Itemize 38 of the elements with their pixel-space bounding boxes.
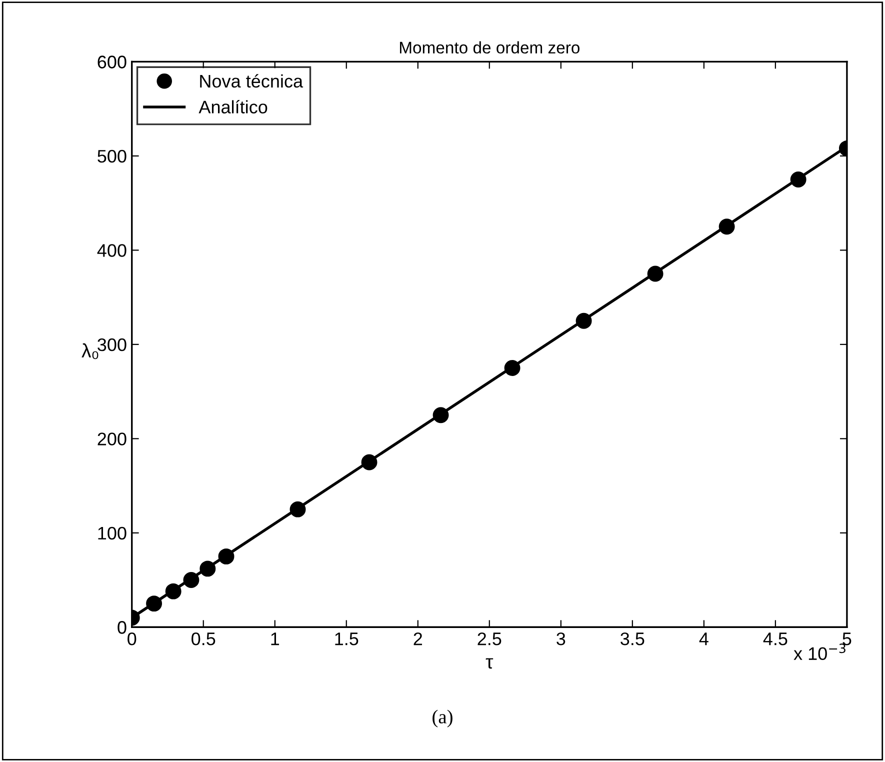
point — [290, 501, 306, 518]
y-tick-label: 300 — [98, 338, 126, 352]
point — [504, 360, 520, 376]
point — [790, 172, 806, 188]
point — [718, 218, 735, 235]
y-tick-label: 200 — [98, 432, 126, 446]
x-tick-label: 5 — [842, 632, 852, 646]
y-tick-label: 0 — [118, 621, 126, 634]
x-axis-title: τ — [486, 658, 494, 669]
x-tick-label: 3.5 — [620, 632, 644, 646]
x-tick-label: 1 — [271, 632, 280, 646]
y-axis-title: λ₀ — [82, 343, 98, 360]
x-tick-label: 2 — [414, 632, 422, 646]
point — [432, 407, 449, 424]
point — [200, 560, 216, 577]
point — [647, 266, 664, 282]
point — [146, 596, 162, 612]
x-tick-label: 4 — [699, 632, 708, 646]
y-tick-label: 600 — [98, 56, 126, 68]
y-tick-label: 100 — [98, 526, 126, 540]
point — [183, 572, 200, 588]
point — [576, 312, 592, 329]
legend-label: Nova técnica — [200, 74, 304, 88]
text: (a) — [432, 710, 452, 728]
x-tick-label: 2.5 — [478, 632, 502, 646]
x-tick-label: 0.5 — [192, 632, 216, 646]
x-tick-label: 0 — [128, 632, 136, 646]
chart-title: Momento de ordem zero — [400, 41, 580, 54]
y-tick-label: 400 — [97, 244, 126, 257]
x-tick-label: 4.5 — [763, 632, 788, 646]
point — [165, 583, 182, 600]
point — [361, 454, 378, 470]
point — [218, 548, 234, 564]
y-tick-label: 500 — [98, 150, 126, 163]
legend-label: Analítico — [198, 100, 268, 114]
x-tick-label: 1.5 — [335, 632, 358, 646]
x-tick-label: 3 — [556, 632, 566, 646]
text: x 10$^{−3}$ — [794, 644, 846, 660]
